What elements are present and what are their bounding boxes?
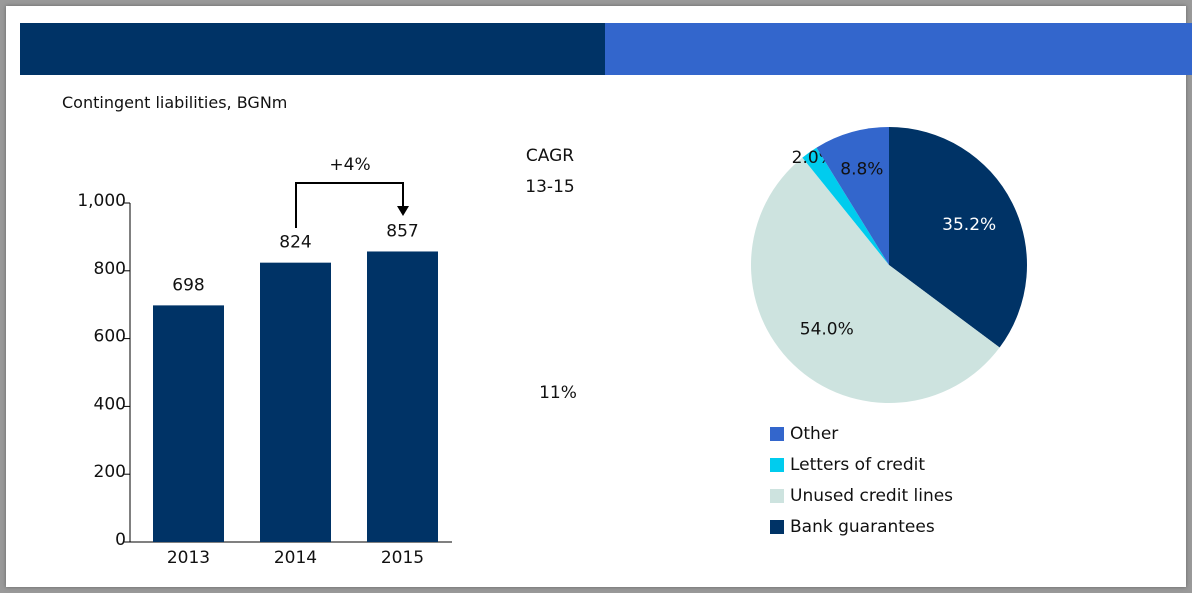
pie-slice — [816, 127, 889, 265]
data-label: 824 — [279, 233, 311, 253]
arrow-head — [397, 206, 409, 216]
pie-slice — [751, 157, 1000, 403]
y-tick-label: 1,000 — [77, 191, 126, 211]
data-label: 698 — [172, 275, 204, 295]
growth-label: +4% — [329, 155, 370, 175]
growth-arrow — [295, 182, 404, 228]
data-label: 8.8% — [840, 159, 883, 179]
cagr-period: 13-15 — [525, 177, 574, 197]
legend-label: Unused credit lines — [790, 486, 953, 506]
legend-swatch — [770, 458, 784, 472]
legend-label: Bank guarantees — [790, 517, 935, 537]
data-label: 857 — [386, 221, 418, 241]
cagr-value: 11% — [539, 383, 577, 403]
y-tick-label: 600 — [94, 327, 126, 347]
data-label: 35.2% — [942, 215, 996, 235]
y-tick-label: 200 — [94, 462, 126, 482]
x-tick-label: 2014 — [274, 548, 317, 568]
x-tick-label: 2015 — [381, 548, 424, 568]
legend-swatch — [770, 489, 784, 503]
header-dark — [20, 23, 605, 75]
legend-label: Letters of credit — [790, 455, 925, 475]
chart-title: Contingent liabilities, BGNm — [62, 93, 288, 112]
header-light — [605, 23, 1192, 75]
x-tick-label: 2013 — [167, 548, 210, 568]
pie-slice — [802, 147, 889, 265]
pie-slice — [889, 127, 1027, 348]
y-tick-label: 400 — [94, 394, 126, 414]
bar — [367, 251, 438, 543]
data-label: 54.0% — [800, 320, 854, 340]
cagr-label: CAGR — [526, 146, 574, 166]
bar — [153, 305, 224, 542]
legend-swatch — [770, 520, 784, 534]
y-tick-label: 800 — [94, 259, 126, 279]
legend-swatch — [770, 427, 784, 441]
legend-label: Other — [790, 424, 838, 444]
y-tick-label: 0 — [115, 530, 126, 550]
bar — [260, 262, 331, 542]
